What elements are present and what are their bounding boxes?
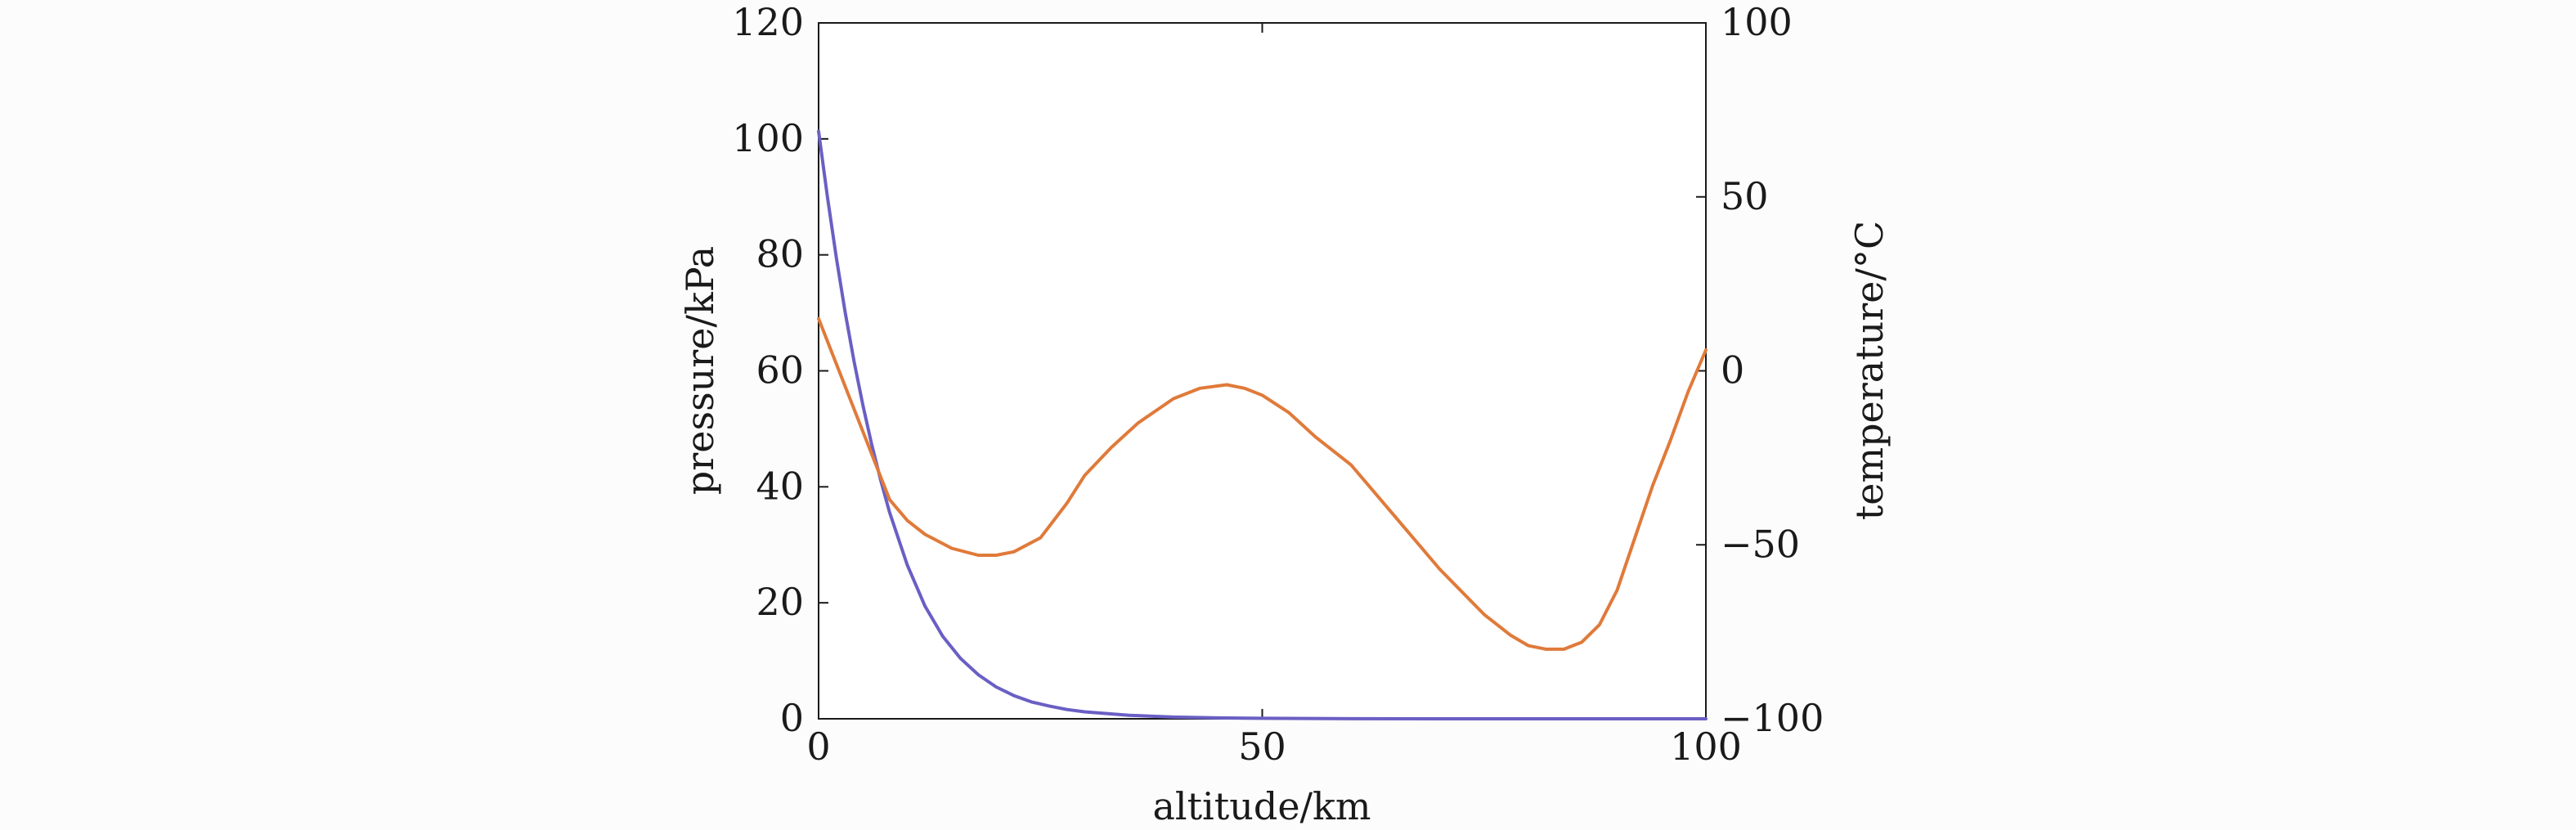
plot-area [818, 22, 1707, 720]
x-axis-ticks: 0 50 100 [806, 23, 1742, 769]
left-y-axis-label: pressure/kPa [678, 246, 722, 495]
pressure-series-line [817, 129, 1708, 720]
right-y-axis-label: temperature/°C [1847, 221, 1892, 520]
left-y-tick-label: 120 [732, 0, 804, 44]
right-y-tick-label: 100 [1721, 0, 1793, 44]
left-y-tick-label: 80 [756, 232, 804, 276]
right-y-tick-label: 50 [1721, 174, 1769, 218]
temperature-series-line [817, 316, 1708, 651]
x-tick-label: 50 [1238, 725, 1286, 769]
left-y-tick-label: 40 [756, 464, 804, 508]
right-y-tick-label: −100 [1721, 696, 1824, 740]
left-y-axis-ticks: 0 20 40 60 80 100 120 [732, 0, 828, 740]
left-y-tick-label: 60 [756, 348, 804, 393]
left-y-tick-label: 100 [732, 116, 804, 160]
right-y-tick-label: 0 [1721, 348, 1744, 393]
right-y-axis-ticks: −100 −50 0 50 100 [1696, 0, 1824, 740]
x-tick-label: 100 [1670, 725, 1742, 769]
series-layer [817, 129, 1708, 720]
left-y-tick-label: 0 [780, 696, 804, 740]
right-y-tick-label: −50 [1721, 522, 1800, 566]
x-axis-label: altitude/km [1152, 784, 1371, 828]
x-tick-label: 0 [806, 725, 830, 769]
left-y-tick-label: 20 [756, 580, 804, 624]
